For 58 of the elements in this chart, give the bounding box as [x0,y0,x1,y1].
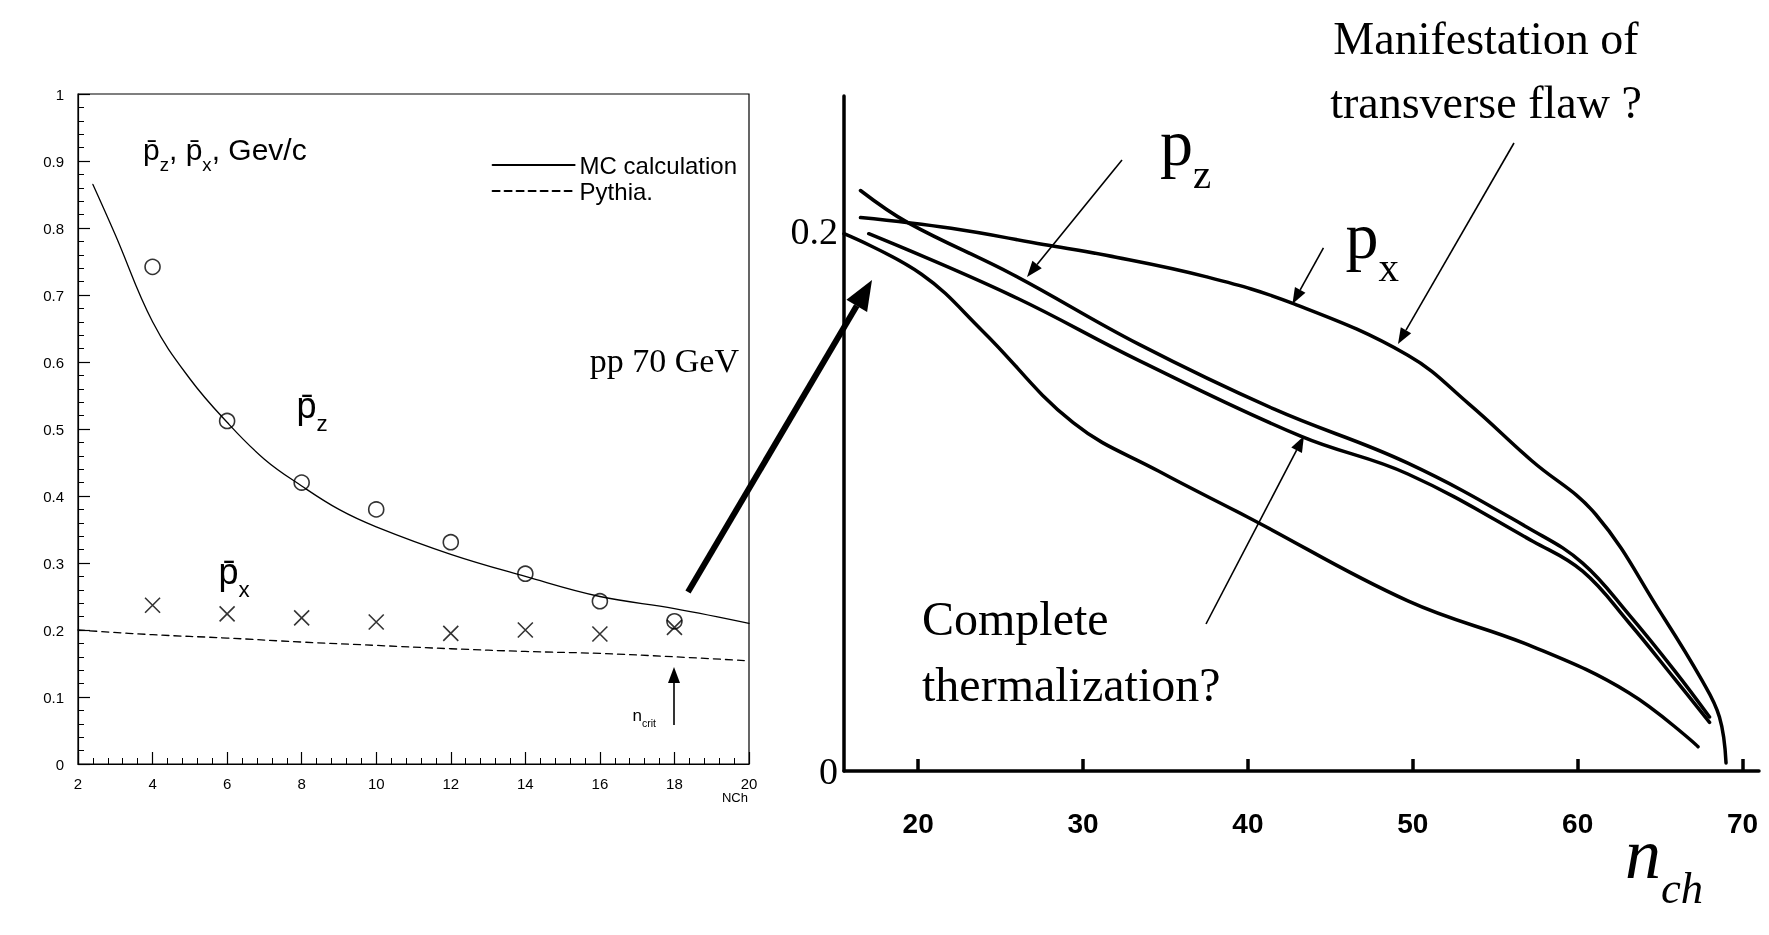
point [367,613,385,631]
annotation: Manifestation of transverse flaw ? [1330,13,1642,128]
point [517,565,534,583]
legend-label: MC calculation [579,151,738,179]
x-tick-label: 40 [1232,807,1264,839]
point [293,474,310,491]
annotation: p̄$_{z}$ [296,385,328,436]
y-tick-label: 0.3 [43,554,64,572]
point [442,533,460,551]
point [517,621,534,639]
x-tick-label: 20 [740,775,758,792]
x-tick-label: 12 [442,775,460,792]
point [218,412,236,430]
x-tick-label: 14 [516,775,534,792]
point [591,625,609,643]
y-tick-label: 0.9 [43,152,64,170]
annotation: p$_{x}$ [1345,198,1399,290]
y-tick-label: 0 [55,755,64,773]
point [218,605,236,623]
annotation: Complete thermalization? [922,592,1221,711]
y-tick-label: 1 [55,85,64,103]
x-tick-label: 60 [1562,807,1594,839]
annotation: p̄$_{x}$ [218,551,250,602]
x-tick-label: 20 [902,807,934,839]
y-tick-label: 0.6 [43,353,64,371]
point [144,596,161,614]
y-tick-label: 0.4 [43,487,64,505]
annotation: pp 70 GeV [589,342,740,379]
point [666,619,683,636]
y-tick-label: 0.7 [43,286,64,304]
y-tick-label: 0 [819,750,838,792]
x-tick-label: 30 [1067,807,1099,839]
y-axis-title: p̄$_{z}$, p̄$_{x}$, Gev/c [143,133,307,175]
x-tick-label: 50 [1397,807,1429,839]
point [367,501,385,518]
x-tick-label: 6 [222,775,232,792]
x-tick-label: 16 [591,775,609,792]
x-tick-label: 8 [297,775,306,792]
legend-label: Pythia. [579,177,653,205]
x-axis-title: NCh [721,790,748,805]
y-tick-label: 0.5 [43,420,64,438]
y-tick-label: 0.2 [790,210,838,252]
point [666,612,683,630]
point [144,258,161,276]
annotation: n$_{crit}$ [632,706,657,729]
y-tick-label: 0.2 [43,621,64,639]
x-tick-label: 10 [367,775,385,792]
annotation: p$_{z}$ [1160,105,1212,197]
x-tick-label: 2 [73,775,83,792]
x-tick-label: 18 [666,775,683,792]
x-tick-label: 4 [148,775,157,792]
y-tick-label: 0.8 [43,219,64,237]
x-axis-title: n$_{ch}$ [1625,814,1704,913]
x-tick-label: 70 [1726,807,1759,839]
y-tick-label: 0.1 [43,688,64,706]
point [442,625,460,642]
point [293,609,310,627]
point [591,592,609,610]
